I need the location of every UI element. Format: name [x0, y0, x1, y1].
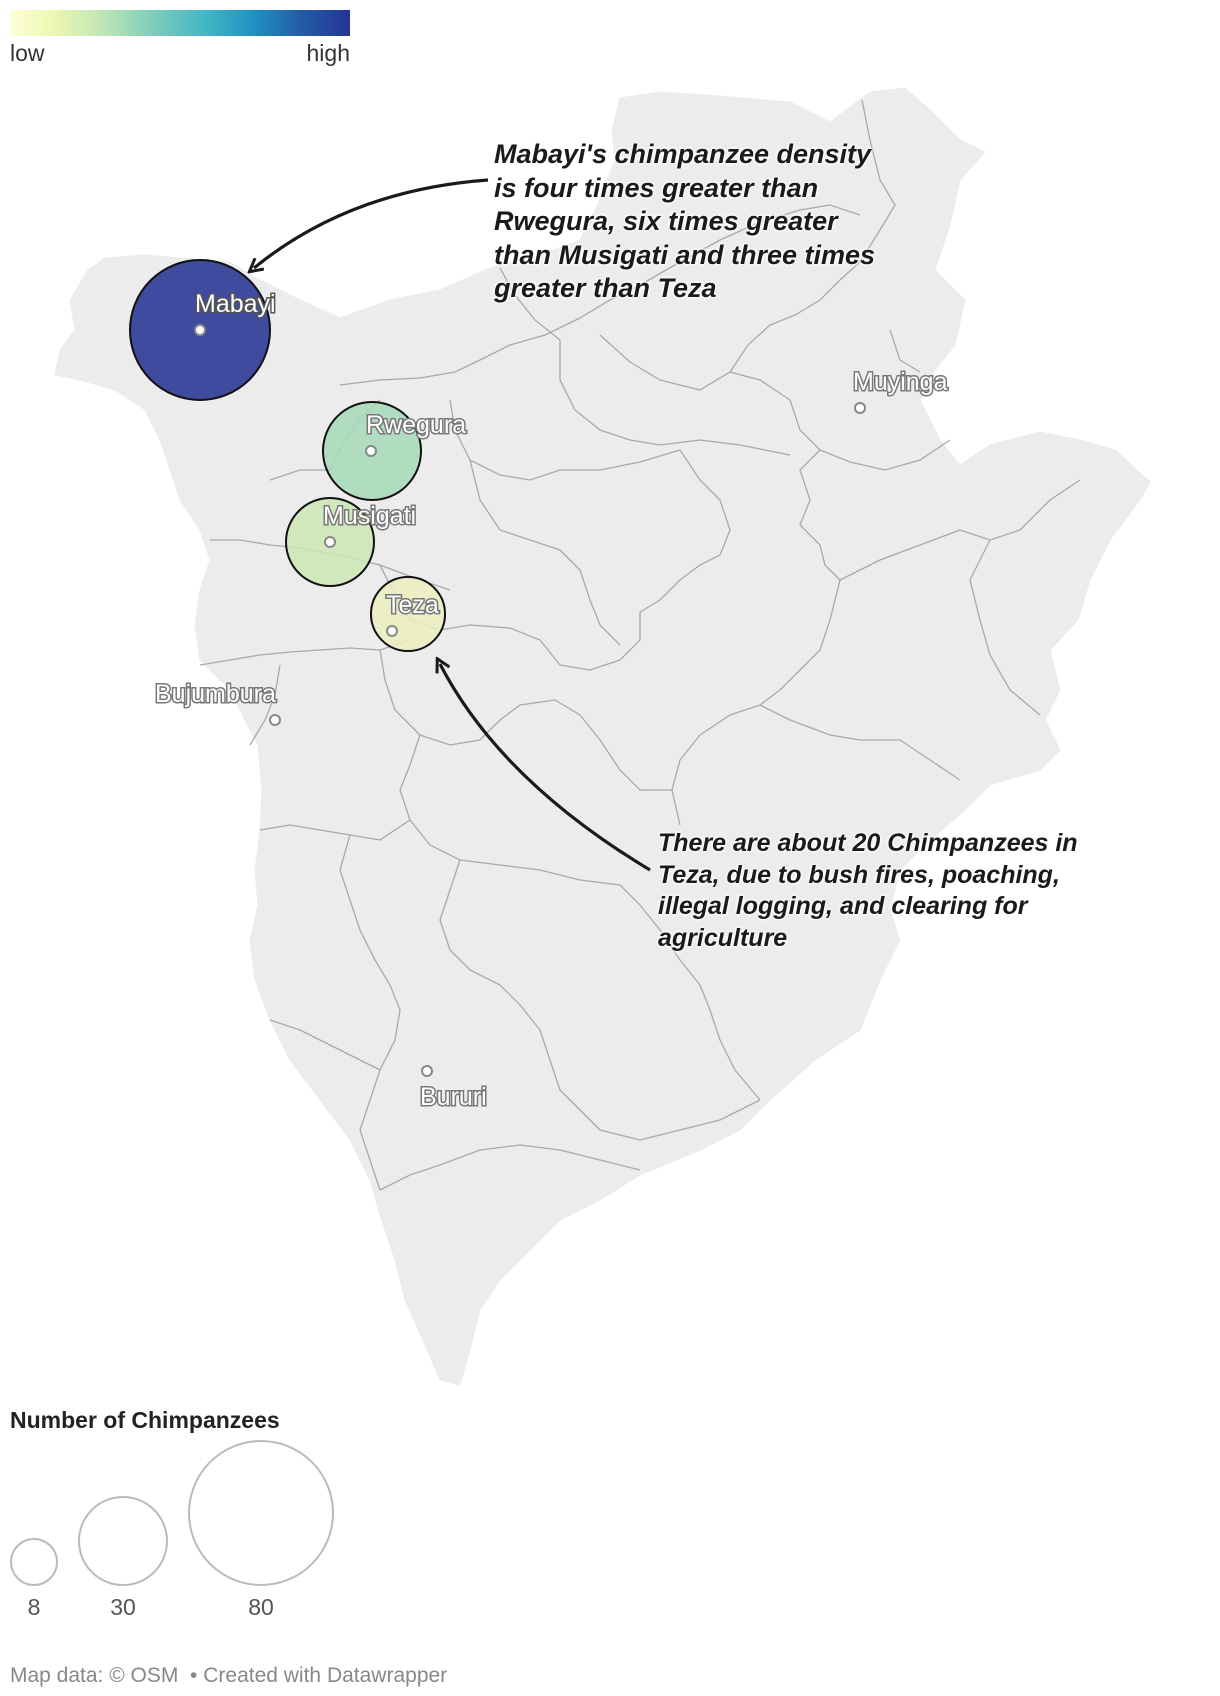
size-legend-label-80: 80	[248, 1594, 274, 1620]
color-scale-bar	[10, 10, 350, 36]
size-legend-circle-8	[10, 1538, 58, 1586]
dot-bururi	[421, 1065, 433, 1077]
dot-bujumbura	[269, 714, 281, 726]
city-dots	[194, 324, 866, 1077]
size-legend-circle-30	[78, 1496, 168, 1586]
dot-rwegura	[365, 445, 377, 457]
size-legend-title: Number of Chimpanzees	[10, 1407, 280, 1433]
size-legend-label-8: 8	[28, 1594, 41, 1620]
dot-musigati	[324, 536, 336, 548]
mabayi-arrow	[254, 178, 489, 268]
site-label-mabayi: Mabayi	[195, 290, 276, 318]
city-label-bujumbura: Bujumbura	[155, 680, 276, 708]
city-label-bururi: Bururi	[420, 1083, 487, 1111]
size-legend: 8 30 80	[10, 1440, 334, 1620]
city-label-muyinga: Muyinga	[853, 368, 948, 396]
burundi-map: Mabayi Rwegura Musigati Teza Muyinga Buj…	[54, 87, 1151, 1386]
site-label-teza: Teza	[386, 591, 439, 619]
teza-arrow	[440, 664, 651, 872]
site-label-rwegura: Rwegura	[366, 411, 466, 439]
size-legend-label-30: 30	[110, 1594, 136, 1620]
dot-teza	[386, 625, 398, 637]
size-legend-circle-80	[188, 1440, 334, 1586]
legend-high-label: high	[306, 40, 350, 66]
legend-low-label: low	[10, 40, 45, 66]
color-legend: low high	[10, 10, 350, 66]
province-borders	[199, 99, 1081, 1191]
site-label-musigati: Musigati	[323, 502, 416, 530]
footer-credits: Map data: © OSM • Created with Datawrapp…	[10, 1664, 448, 1687]
dot-mabayi	[194, 324, 206, 336]
annotation-teza: There are about 20 Chimpanzees in Teza, …	[658, 829, 1078, 952]
annotation-mabayi: Mabayi's chimpanzee density is four time…	[494, 139, 876, 303]
dot-muyinga	[854, 402, 866, 414]
